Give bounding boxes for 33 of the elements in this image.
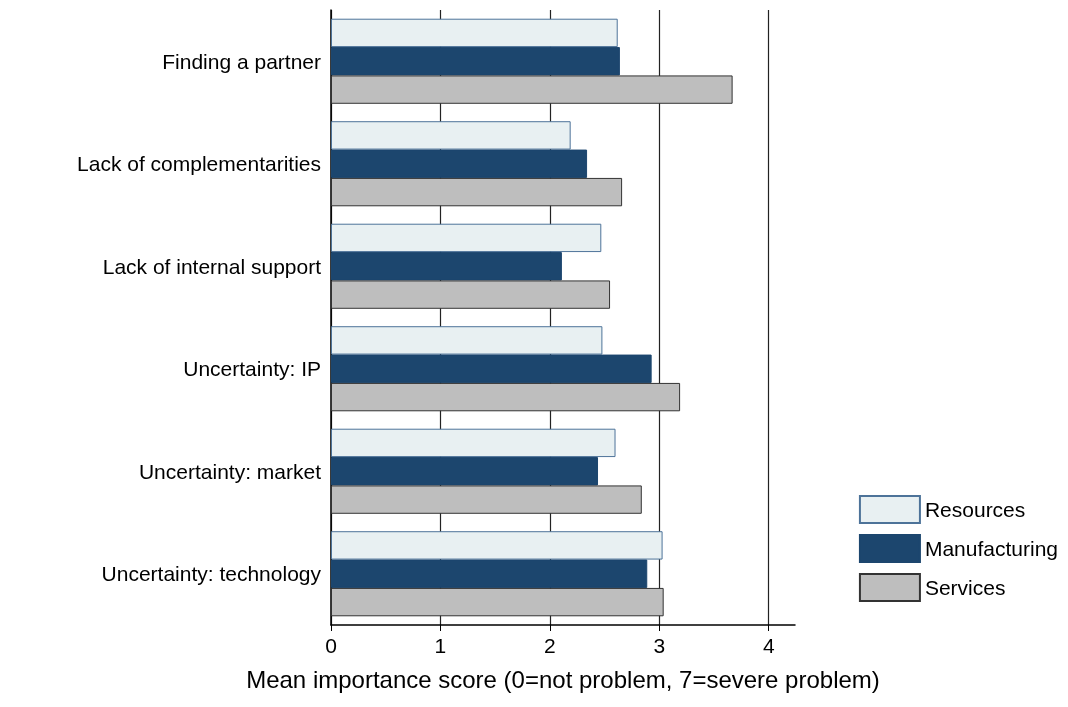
y-tick-label: Uncertainty: IP [183,357,321,381]
bar [331,75,733,104]
x-tick-label: 1 [434,634,447,657]
bar [331,326,603,355]
bar [331,149,588,178]
y-tick-label: Finding a partner [162,49,321,73]
bar [331,531,663,560]
legend-label: Resources [924,498,1026,521]
x-tick-label: 4 [762,634,775,657]
y-tick-label: Lack of internal support [102,254,322,278]
bar [331,177,623,207]
bar [331,382,681,412]
y-tick-label: Uncertainty: market [138,459,322,483]
bar [331,223,602,253]
bar [331,559,648,588]
bar [331,280,611,309]
y-tick-label: Uncertainty: technology [101,562,322,586]
x-tick-label: 2 [544,634,556,657]
bar [331,485,642,514]
x-tick-label: 0 [325,634,337,657]
y-tick-label: Lack of complementarities [77,152,321,176]
x-tick-label: 3 [653,634,666,657]
bar [331,587,664,617]
legend-label: Manufacturing [924,537,1058,560]
bar [331,457,599,486]
bar [331,252,562,281]
bar [331,47,620,76]
legend-label: Services [924,576,1006,599]
bar [331,354,652,383]
bar [331,121,571,150]
bar [331,18,618,48]
x-axis-title: Mean importance score (0=not problem, 7=severe problem) [246,665,880,693]
bar [331,428,616,458]
